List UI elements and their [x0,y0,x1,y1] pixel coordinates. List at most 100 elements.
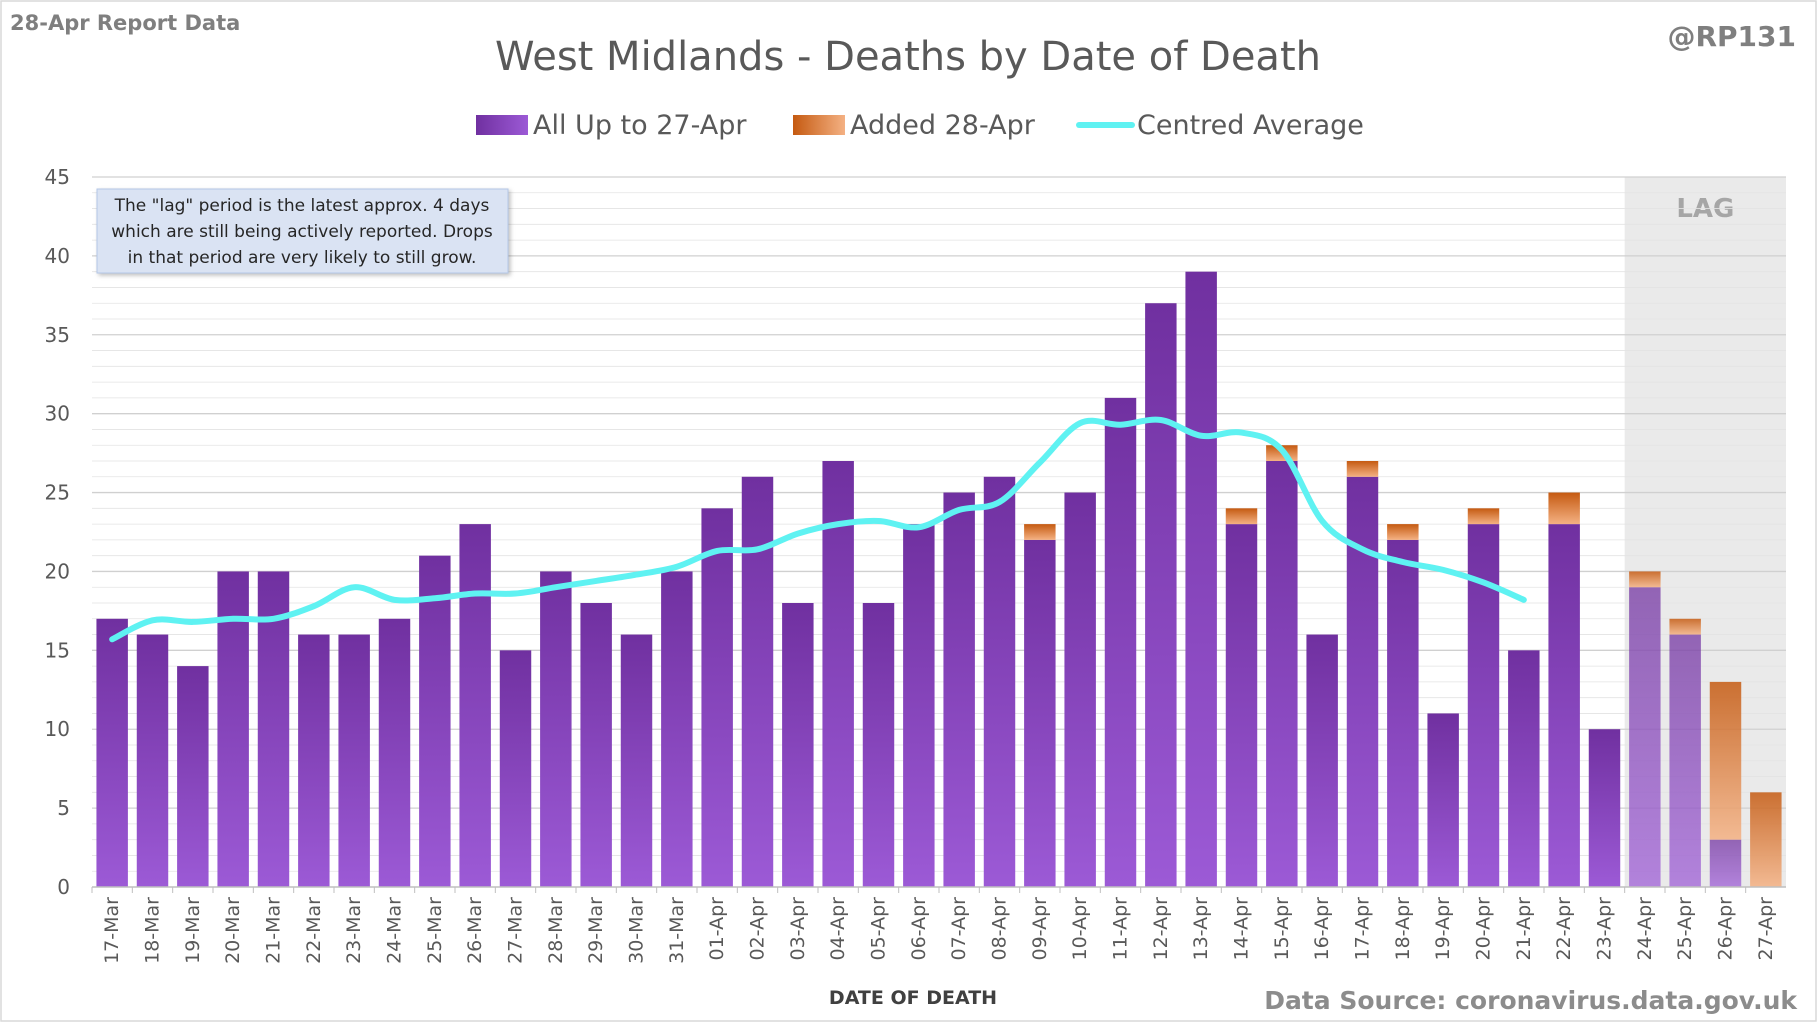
bar-all-up-to-27-apr [1387,539,1419,887]
bar-all-up-to-27-apr [822,461,854,887]
bar-all-up-to-27-apr [459,524,491,887]
x-tick-label: 25-Mar [424,897,446,964]
x-tick-label: 10-Apr [1069,897,1091,961]
bar-added-28-apr [1024,524,1056,540]
bar-all-up-to-27-apr [943,492,975,887]
bar-all-up-to-27-apr [1306,634,1338,887]
lag-note: The "lag" period is the latest approx. 4… [96,188,509,274]
x-tick-label: 28-Mar [545,897,567,964]
data-source: Data Source: coronavirus.data.gov.uk [1264,986,1798,1015]
bar-all-up-to-27-apr [741,476,774,887]
x-tick-label: 05-Apr [868,897,890,961]
bar-all-up-to-27-apr [1225,524,1258,887]
bar-added-28-apr [1709,681,1742,840]
x-tick-label: 22-Apr [1553,897,1575,961]
x-tick-label: 21-Mar [263,897,285,964]
lag-note-line-2: which are still being actively reported.… [111,222,493,242]
bar-all-up-to-27-apr [1588,729,1621,887]
x-tick-label: 13-Apr [1190,897,1212,961]
x-tick-label: 20-Apr [1473,897,1495,961]
bar-all-up-to-27-apr [257,571,290,887]
bar-all-up-to-27-apr [782,603,814,887]
x-tick-label: 07-Apr [948,897,970,961]
y-tick-label: 30 [45,402,70,426]
x-axis-title: DATE OF DEATH [829,987,997,1009]
x-tick-label: 23-Mar [343,897,365,964]
bar-all-up-to-27-apr [1064,492,1096,887]
lag-label: LAG [1676,194,1734,224]
bar-all-up-to-27-apr [1427,713,1459,887]
y-tick-label: 10 [45,717,70,741]
y-tick-label: 20 [45,559,70,583]
legend-label-added-28-apr: Added 28-Apr [850,110,1036,141]
x-tick-label: 12-Apr [1150,897,1172,961]
bar-all-up-to-27-apr [1709,839,1742,887]
x-tick-label: 03-Apr [787,897,809,961]
bar-all-up-to-27-apr [217,571,249,887]
x-axis-ticks: 17-Mar 18-Mar 19-Mar 20-Mar 21-Mar 22-Mar 23-M… [91,887,1777,964]
bar-all-up-to-27-apr [1548,524,1580,887]
bar-all-up-to-27-apr [1508,650,1540,887]
legend-swatch-added-28-apr [793,115,845,135]
y-tick-label: 40 [45,244,70,268]
bar-all-up-to-27-apr [378,618,411,887]
y-tick-label: 15 [45,638,70,662]
bar-added-28-apr [1225,508,1258,525]
bar-added-28-apr [1387,524,1419,540]
x-tick-label: 01-Apr [706,897,728,961]
x-tick-label: 24-Apr [1634,897,1656,961]
bar-all-up-to-27-apr [298,634,330,887]
bar-all-up-to-27-apr [540,571,572,887]
x-tick-label: 09-Apr [1029,897,1051,961]
x-tick-label: 08-Apr [989,897,1011,961]
lag-note-line-1: The "lag" period is the latest approx. 4… [114,196,490,216]
x-tick-label: 18-Apr [1392,897,1414,961]
bar-all-up-to-27-apr [580,603,612,887]
x-tick-label: 25-Apr [1674,897,1696,961]
x-tick-label: 23-Apr [1594,897,1616,961]
bar-all-up-to-27-apr [1346,476,1379,887]
bar-all-up-to-27-apr [862,603,895,887]
bar-all-up-to-27-apr [136,634,169,887]
legend-label-centred-average: Centred Average [1137,110,1364,141]
bar-all-up-to-27-apr [1185,271,1217,888]
y-tick-label: 45 [45,165,70,189]
bar-all-up-to-27-apr [419,555,451,887]
x-tick-label: 27-Apr [1755,897,1777,961]
bar-all-up-to-27-apr [1024,539,1056,887]
x-tick-label: 22-Mar [303,897,325,964]
average-line-group [109,416,1527,643]
x-tick-label: 02-Apr [747,897,769,961]
bar-all-up-to-27-apr [1669,634,1701,887]
x-tick-label: 18-Mar [142,897,164,964]
x-tick-label: 17-Mar [101,897,123,964]
bar-added-28-apr [1629,571,1661,588]
y-tick-label: 25 [45,481,70,505]
bar-all-up-to-27-apr [661,571,693,887]
bar-added-28-apr [1467,508,1500,525]
x-tick-label: 24-Mar [384,897,406,964]
chart-title: West Midlands - Deaths by Date of Death [495,34,1321,80]
bar-added-28-apr [1750,792,1782,887]
bar-all-up-to-27-apr [1629,587,1661,887]
x-tick-label: 26-Mar [464,897,486,964]
bar-all-up-to-27-apr [983,476,1016,887]
y-tick-label: 35 [45,323,70,347]
bar-all-up-to-27-apr [701,508,733,887]
bar-added-28-apr [1669,618,1701,635]
bar-added-28-apr [1548,492,1580,525]
bar-all-up-to-27-apr [1104,397,1137,887]
report-label: 28-Apr Report Data [10,11,240,35]
bar-all-up-to-27-apr [177,666,209,887]
x-tick-label: 15-Apr [1271,897,1293,961]
bar-all-up-to-27-apr [499,650,532,887]
y-tick-label: 0 [57,875,70,899]
y-tick-label: 5 [57,796,70,820]
author-handle: @RP131 [1667,20,1796,53]
x-tick-label: 30-Mar [626,897,648,964]
legend-label-all-up-to-27-apr: All Up to 27-Apr [533,110,747,141]
bar-all-up-to-27-apr [338,634,370,887]
x-tick-label: 11-Apr [1110,897,1132,961]
legend: All Up to 27-Apr Added 28-Apr Centred Av… [476,110,1364,141]
x-tick-label: 06-Apr [908,897,930,961]
